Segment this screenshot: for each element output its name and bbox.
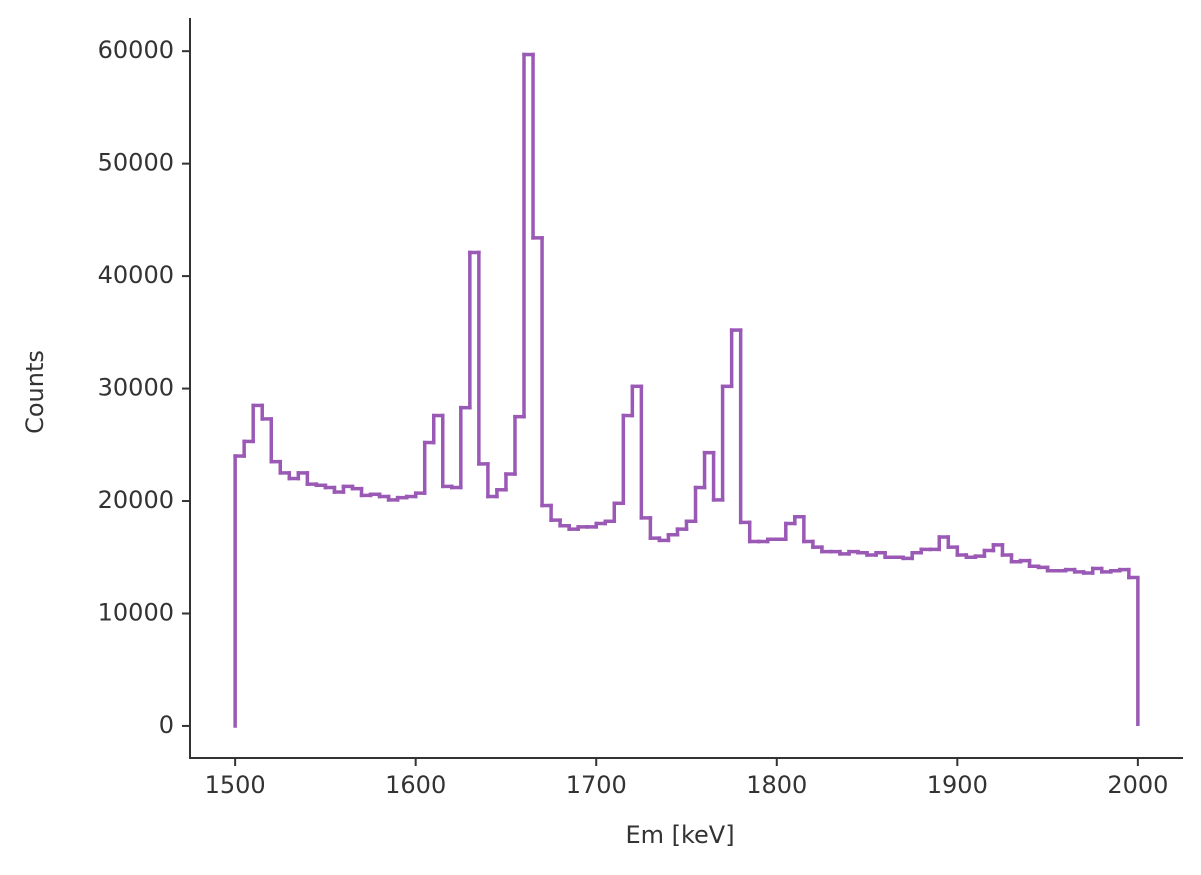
- y-tick-label: 0: [159, 711, 174, 739]
- x-tick-label: 1900: [927, 771, 988, 799]
- x-tick-label: 2000: [1107, 771, 1168, 799]
- x-tick-label: 1600: [385, 771, 446, 799]
- x-tick-label: 1800: [746, 771, 807, 799]
- y-tick-label: 50000: [98, 149, 174, 177]
- y-tick-label: 20000: [98, 486, 174, 514]
- y-axis-label: Counts: [21, 350, 49, 434]
- x-tick-label: 1700: [566, 771, 627, 799]
- y-tick-label: 30000: [98, 374, 174, 402]
- y-tick-label: 10000: [98, 598, 174, 626]
- x-axis-label: Em [keV]: [625, 821, 734, 849]
- y-tick-label: 40000: [98, 261, 174, 289]
- y-tick-label: 60000: [98, 36, 174, 64]
- x-tick-label: 1500: [205, 771, 266, 799]
